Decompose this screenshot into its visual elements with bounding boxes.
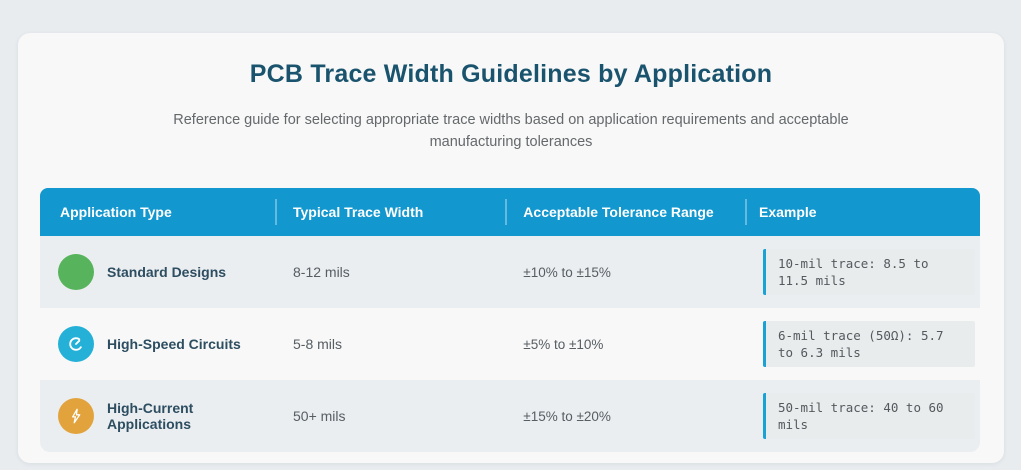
tolerance-cell: ±5% to ±10%: [523, 336, 604, 352]
col-header-application-type: Application Type: [60, 204, 172, 220]
trace-width-cell: 8-12 mils: [293, 264, 350, 280]
lightning-bolt-icon: [58, 398, 94, 434]
table-row: High-Speed Circuits 5-8 mils ±5% to ±10%…: [40, 308, 980, 380]
table-row: Standard Designs 8-12 mils ±10% to ±15% …: [40, 236, 980, 308]
guidelines-table: Application Type Typical Trace Width Acc…: [40, 188, 980, 452]
speedometer-icon: [58, 326, 94, 362]
page-subtitle: Reference guide for selecting appropriat…: [173, 112, 849, 150]
page-title: PCB Trace Width Guidelines by Applicatio…: [249, 60, 773, 88]
application-label: High-Speed Circuits: [107, 336, 241, 352]
col-header-typical-trace-width: Typical Trace Width: [275, 188, 505, 236]
tolerance-cell: ±15% to ±20%: [523, 408, 611, 424]
content-card: PCB Trace Width Guidelines by Applicatio…: [18, 33, 1004, 463]
col-header-example: Example: [744, 188, 980, 236]
green-dot-icon: [58, 254, 94, 290]
example-code: 6-mil trace (50Ω): 5.7 to 6.3 mils: [762, 321, 975, 367]
application-label: Standard Designs: [107, 264, 227, 280]
table-header-row: Application Type Typical Trace Width Acc…: [40, 188, 980, 236]
application-label: High-Current Applications: [107, 400, 194, 432]
col-header-acceptable-tolerance-range: Acceptable Tolerance Range: [505, 188, 745, 236]
trace-width-cell: 5-8 mils: [293, 336, 343, 352]
tolerance-cell: ±10% to ±15%: [523, 264, 611, 280]
trace-width-cell: 50+ mils: [293, 408, 346, 424]
table-row: High-Current Applications 50+ mils ±15% …: [40, 380, 980, 452]
example-code: 10-mil trace: 8.5 to 11.5 mils: [762, 249, 975, 295]
example-code: 50-mil trace: 40 to 60 mils: [762, 393, 975, 439]
